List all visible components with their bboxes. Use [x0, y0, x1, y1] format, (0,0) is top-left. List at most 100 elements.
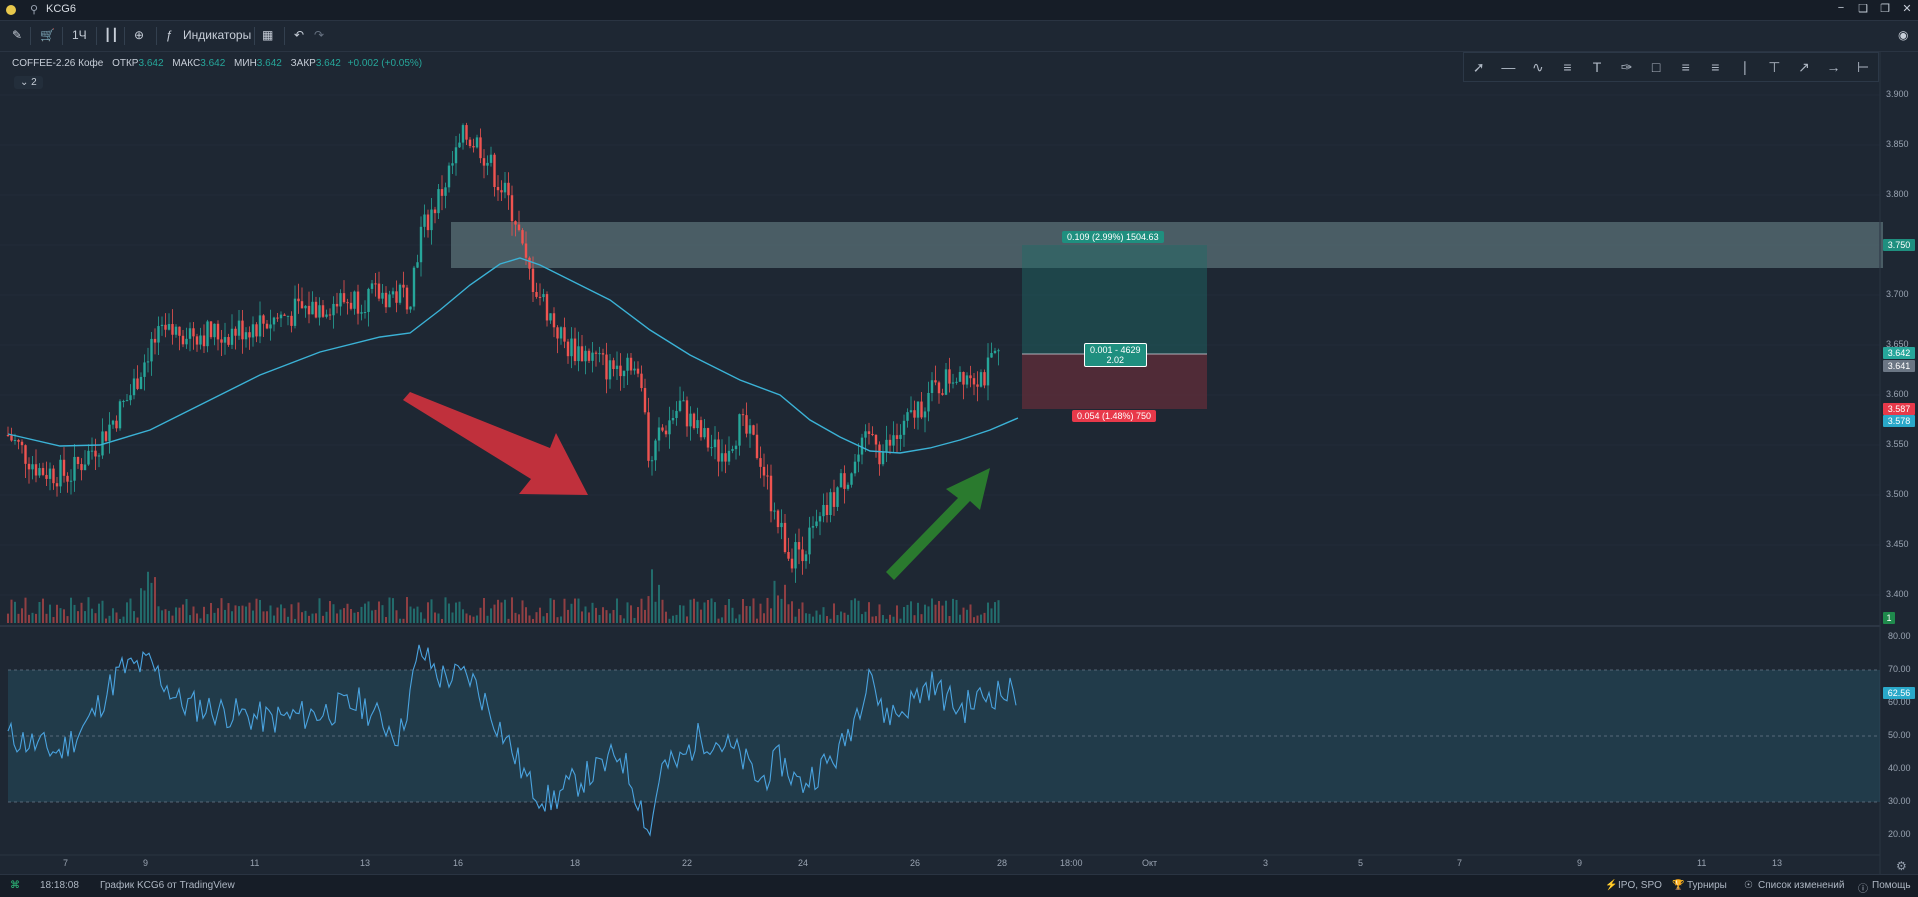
volume-bar [742, 599, 744, 623]
cart-icon[interactable]: 🛒 [40, 28, 55, 42]
cross-line-icon[interactable]: ⊤ [1768, 58, 1781, 75]
candle-body [878, 444, 881, 465]
brush-icon[interactable]: ✑ [1620, 58, 1633, 75]
candle-body [951, 382, 955, 384]
candle-body [717, 439, 720, 462]
legend-close-value: 3.642 [315, 58, 341, 69]
volume-bar [707, 599, 709, 623]
stop-label: 0.054 (1.48%) 750 [1072, 410, 1157, 422]
volume-bar [122, 616, 125, 623]
fib-icon[interactable]: ≡ [1563, 59, 1572, 75]
volume-bar [112, 608, 114, 623]
candle-body [811, 526, 815, 528]
search-icon[interactable]: ⚲ [30, 4, 39, 16]
trend-line-icon[interactable]: ➚ [1472, 58, 1485, 75]
candle-body [734, 445, 738, 450]
candle-body [724, 453, 727, 462]
volume-bar [448, 603, 450, 623]
path-icon[interactable]: ∿ [1532, 58, 1544, 75]
volume-bar [955, 599, 958, 623]
volume-bar [693, 598, 695, 623]
volume-bar [346, 603, 349, 623]
volume-bar [539, 607, 541, 623]
candle-body [199, 335, 202, 345]
ray-icon[interactable]: → [1826, 59, 1841, 75]
changelog-link[interactable]: Список изменений [1758, 880, 1845, 891]
candle-body [829, 492, 832, 516]
candle-body [888, 439, 892, 446]
candle-body [857, 454, 860, 462]
layout-icon[interactable]: ▦ [262, 28, 274, 42]
candle-body [762, 466, 766, 476]
divider [254, 27, 255, 45]
candle-body [486, 162, 489, 166]
vertical-line-icon[interactable]: ∣ [1741, 58, 1749, 75]
time-tick-label: 7 [63, 858, 69, 868]
interval-button[interactable]: 1Ч [72, 28, 87, 42]
volume-bar [983, 612, 986, 623]
volume-bar [161, 610, 163, 623]
volume-bar [784, 584, 786, 623]
candle-body [913, 410, 916, 418]
legend-symbol-name[interactable]: COFFEE-2.26 Кофе [12, 58, 104, 69]
bolt-icon: ⚡ [1605, 880, 1618, 891]
plus-circle-icon[interactable]: ⊕ [134, 28, 145, 42]
symbol-search[interactable]: KCG6 [46, 3, 76, 15]
candle-body [272, 317, 276, 325]
tournaments-link[interactable]: Турниры [1687, 880, 1727, 891]
candle-body [633, 368, 636, 371]
collapsed-indicators-toggle[interactable]: ⌄ 2 [14, 76, 43, 89]
candle-body [391, 291, 395, 295]
candle-body [853, 461, 857, 474]
volume-bar [31, 612, 34, 623]
candle-body [934, 380, 937, 383]
volume-bar [192, 606, 195, 623]
tradingview-credit[interactable]: График KCG6 от TradingView [100, 880, 235, 891]
entry-label[interactable]: 0.001 - 4629 2.02 [1084, 343, 1147, 367]
range-icon[interactable]: ⊢ [1856, 58, 1870, 75]
volume-bar [938, 601, 940, 623]
text-icon[interactable]: T [1592, 59, 1602, 75]
candle-body [269, 324, 272, 329]
indicators-button[interactable]: Индикаторы [183, 28, 252, 42]
volume-bar [157, 606, 160, 623]
volume-bar [966, 609, 968, 623]
candle-body [552, 313, 556, 328]
popout-button[interactable]: ❐ [1880, 3, 1890, 15]
volume-bar [371, 610, 373, 623]
undo-icon[interactable]: ↶ [294, 28, 305, 42]
volume-bar [486, 615, 489, 623]
ipo-link[interactable]: IPO, SPO [1618, 880, 1662, 891]
pencil-icon[interactable]: ✎ [12, 28, 23, 42]
candle-body [416, 262, 419, 268]
volume-bar [651, 569, 653, 623]
settings-gear-icon[interactable]: ⚙ [1896, 859, 1907, 873]
volume-bar [308, 615, 310, 623]
down-arrow-annotation [403, 392, 588, 495]
minimize-button[interactable]: − [1837, 2, 1845, 14]
redo-icon[interactable]: ↷ [314, 28, 325, 42]
candle-body [650, 460, 654, 462]
candle-body [969, 375, 972, 379]
target-label: 0.109 (2.99%) 1504.63 [1062, 231, 1164, 243]
fx-icon[interactable]: ƒ [166, 28, 173, 42]
close-button[interactable]: ✕ [1902, 3, 1912, 15]
candle-body [426, 214, 430, 231]
volume-bar [504, 599, 506, 623]
candle-body [356, 291, 360, 314]
pitchfork-icon[interactable]: ≡ [1711, 59, 1720, 75]
rectangle-icon[interactable]: □ [1651, 59, 1661, 75]
horizontal-ray-icon[interactable]: — [1501, 59, 1516, 75]
volume-bar [70, 597, 72, 623]
camera-icon[interactable]: ◉ [1898, 28, 1909, 42]
restore-button[interactable]: ❑ [1858, 3, 1868, 15]
volume-bar [290, 604, 293, 623]
channel-icon[interactable]: ≡ [1681, 59, 1690, 75]
help-link[interactable]: Помощь [1872, 880, 1911, 891]
candles-icon[interactable]: ┃┃ [104, 28, 119, 42]
candle-body [146, 361, 150, 363]
legend-open-value: 3.642 [138, 58, 164, 69]
candle-body [94, 450, 97, 457]
arrow-icon[interactable]: ↗ [1798, 58, 1810, 75]
